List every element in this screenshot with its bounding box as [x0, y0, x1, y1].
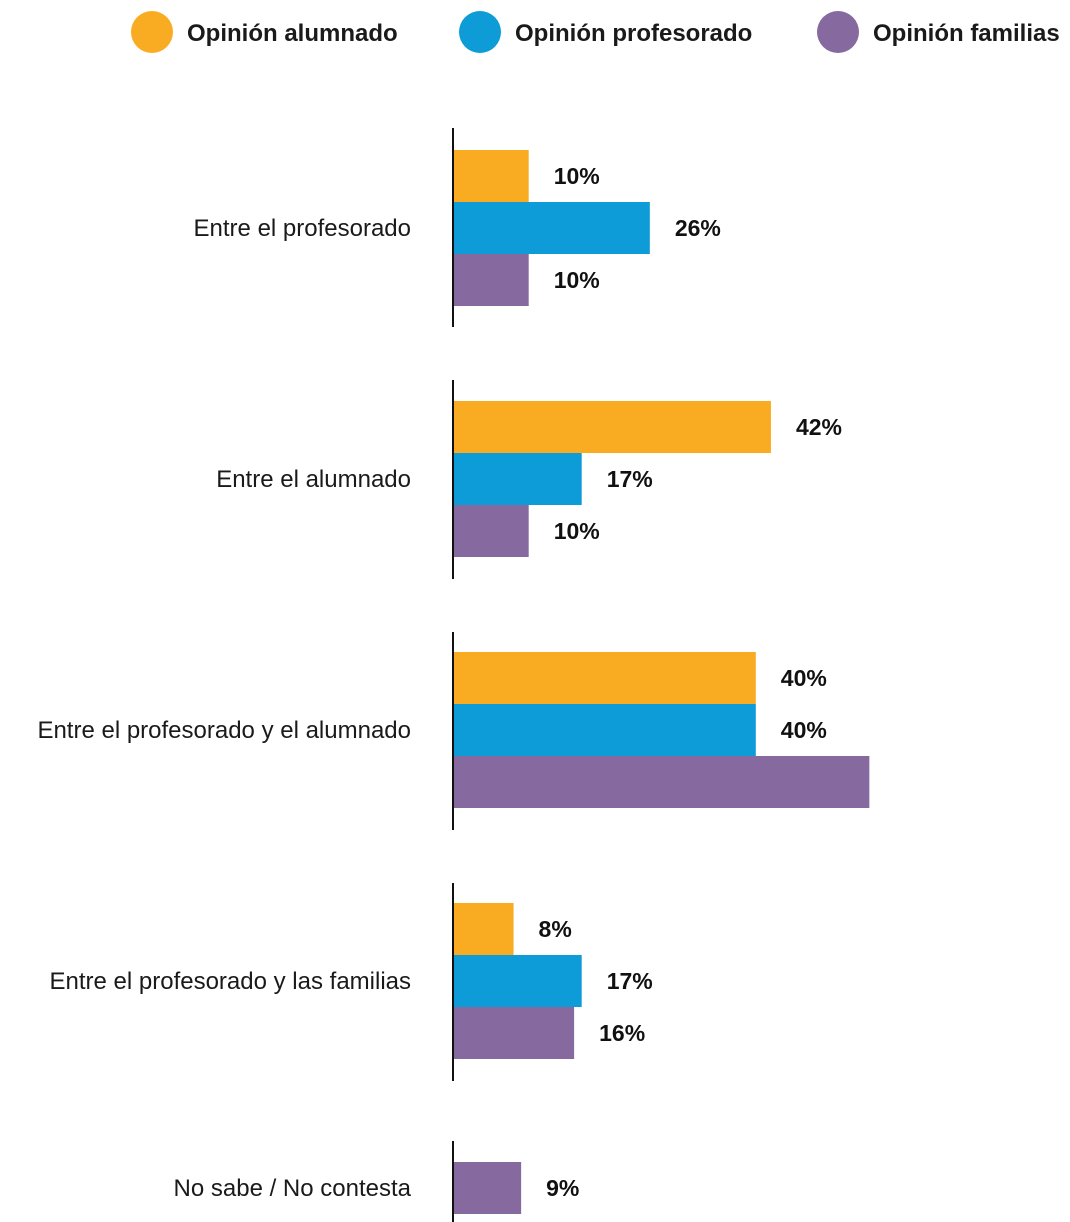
data-label: 16%: [599, 1020, 645, 1046]
bar: [453, 955, 582, 1007]
bar: [453, 150, 529, 202]
legend-item-alumnado: Opinión alumnado: [131, 11, 398, 53]
bar-group: Entre el profesorado y el alumnado 40% 40%: [37, 632, 870, 830]
data-label: 40%: [781, 665, 827, 691]
category-label: No sabe / No contesta: [174, 1175, 412, 1202]
legend-swatch: [131, 11, 173, 53]
data-label: 40%: [781, 717, 827, 743]
bar-group: Entre el alumnado 42% 17% 10%: [216, 380, 842, 579]
legend-item-profesorado: Opinión profesorado: [459, 11, 752, 53]
category-label: Entre el alumnado: [216, 466, 411, 493]
bar-group: No sabe / No contesta 9%: [174, 1141, 579, 1222]
data-label: 17%: [607, 466, 653, 492]
bar: [453, 1007, 575, 1059]
bar: [453, 401, 771, 453]
bar: [453, 652, 756, 704]
legend-item-familias: Opinión familias: [817, 11, 1060, 53]
bar: [453, 704, 756, 756]
legend: Opinión alumnado Opinión profesorado Opini…: [131, 11, 1060, 53]
category-label: Entre el profesorado: [194, 215, 411, 242]
bar-group: Entre el profesorado 10% 26% 10%: [194, 128, 721, 327]
legend-label: Opinión profesorado: [515, 20, 752, 47]
data-label: 26%: [675, 215, 721, 241]
data-label: 10%: [554, 163, 600, 189]
category-label: Entre el profesorado y las familias: [50, 968, 412, 995]
data-label: 8%: [539, 916, 572, 942]
bar: [453, 1162, 522, 1214]
data-label: 17%: [607, 968, 653, 994]
legend-swatch: [817, 11, 859, 53]
bar: [453, 202, 650, 254]
bar: [453, 756, 870, 808]
bar: [453, 254, 529, 306]
bar-group: Entre el profesorado y las familias 8% 17%…: [50, 883, 653, 1081]
legend-swatch: [459, 11, 501, 53]
bar: [453, 453, 582, 505]
legend-label: Opinión alumnado: [187, 20, 398, 47]
data-label: 42%: [796, 414, 842, 440]
bar: [453, 903, 514, 955]
legend-label: Opinión familias: [873, 20, 1060, 47]
bar: [453, 505, 529, 557]
data-label: 10%: [554, 267, 600, 293]
data-label: 10%: [554, 518, 600, 544]
category-label: Entre el profesorado y el alumnado: [37, 717, 411, 744]
data-label: 9%: [546, 1175, 579, 1201]
